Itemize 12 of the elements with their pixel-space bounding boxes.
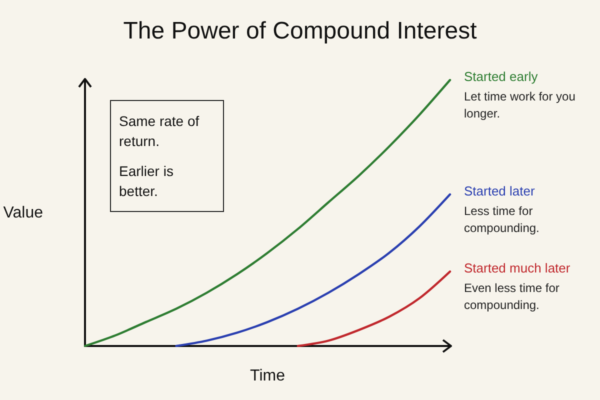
- annotation: Earlier is better.: [119, 162, 174, 201]
- series-label: Started much later: [464, 260, 571, 276]
- x-axis-title: Time: [250, 368, 286, 384]
- series-label: Started early: [464, 69, 538, 84]
- annotation: Same rate of return.: [119, 112, 200, 151]
- y-axis-title: Value: [3, 204, 44, 222]
- text: Let time work for you longer.: [464, 90, 579, 120]
- text: Less time for compounding.: [464, 204, 540, 235]
- series-label: Started later: [464, 183, 536, 198]
- chart-title: The Power of Compound Interest: [123, 18, 478, 44]
- text: Even less time for compounding.: [464, 281, 563, 312]
- note-box: Same rate of return. Earlier is better.: [110, 100, 224, 212]
